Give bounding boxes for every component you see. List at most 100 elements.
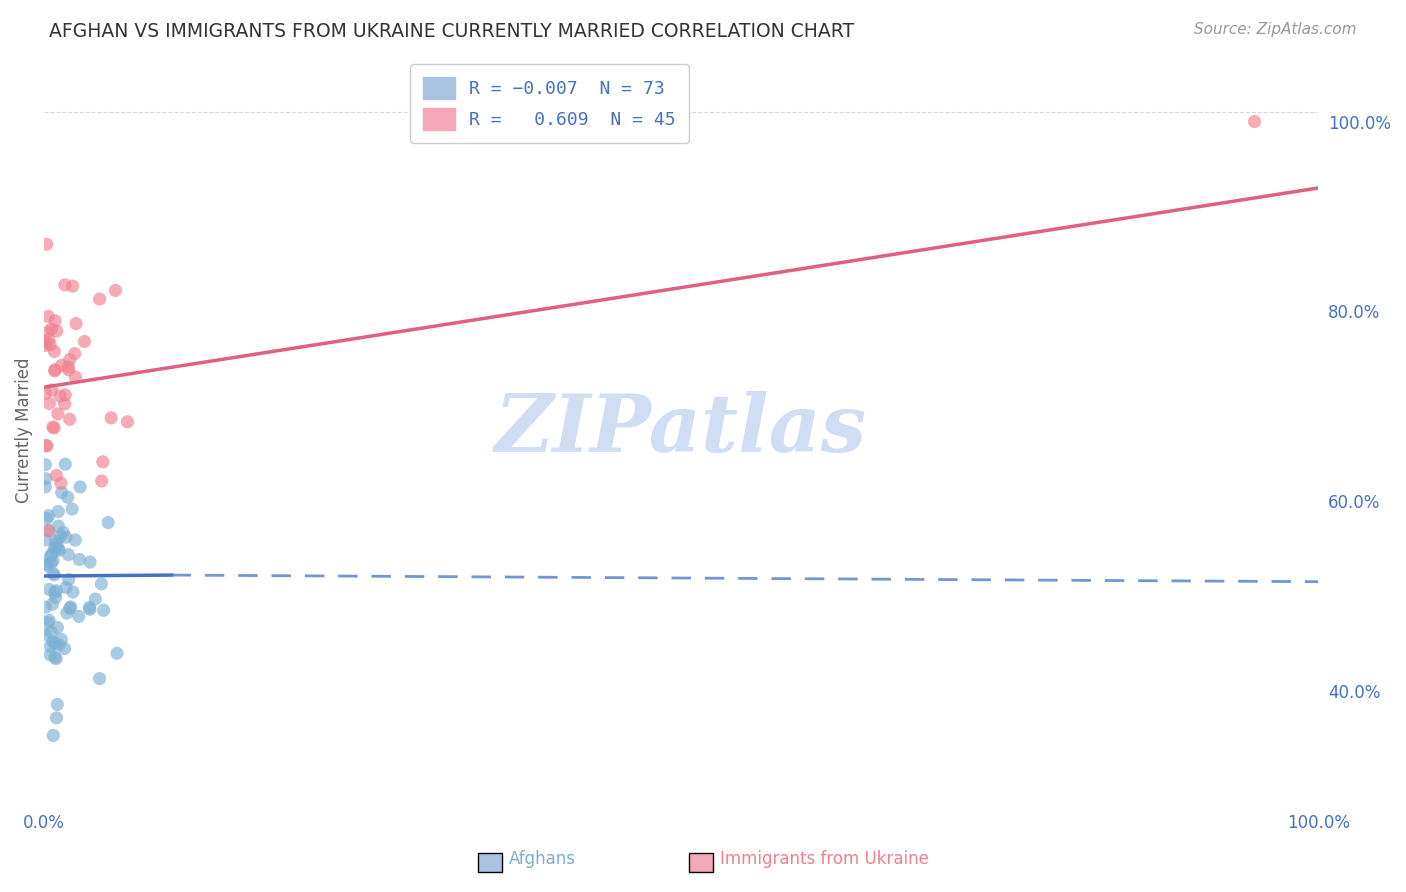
- Point: [60, 502, 83, 516]
- Point: [38, 524, 60, 538]
- Point: [48, 638, 70, 652]
- Point: [117, 415, 139, 429]
- Point: [45, 541, 67, 556]
- Point: [46, 541, 69, 556]
- Point: [84, 592, 107, 607]
- Text: AFGHAN VS IMMIGRANTS FROM UKRAINE CURRENTLY MARRIED CORRELATION CHART: AFGHAN VS IMMIGRANTS FROM UKRAINE CURREN…: [49, 22, 855, 41]
- Point: [37, 325, 59, 339]
- Point: [42, 420, 65, 434]
- Point: [35, 237, 58, 252]
- Point: [44, 636, 66, 650]
- Point: [55, 581, 77, 595]
- Point: [46, 620, 69, 634]
- Point: [38, 614, 60, 628]
- Point: [62, 279, 84, 293]
- Point: [1243, 114, 1265, 128]
- Point: [38, 582, 60, 597]
- Point: [59, 412, 82, 426]
- Point: [51, 485, 73, 500]
- Point: [44, 585, 66, 599]
- Point: [42, 728, 65, 742]
- Point: [73, 334, 96, 349]
- Point: [42, 554, 65, 568]
- Point: [51, 632, 73, 647]
- Point: [53, 388, 76, 402]
- Point: [42, 566, 65, 581]
- Point: [41, 597, 63, 611]
- Point: [90, 474, 112, 488]
- Legend: R = −0.007  N = 73, R =   0.609  N = 45: R = −0.007 N = 73, R = 0.609 N = 45: [411, 64, 689, 143]
- Point: [93, 603, 115, 617]
- Point: [35, 438, 58, 452]
- Point: [39, 337, 62, 351]
- Y-axis label: Currently Married: Currently Married: [15, 357, 32, 503]
- Point: [53, 397, 76, 411]
- Point: [35, 511, 58, 525]
- Point: [53, 457, 76, 471]
- Point: [46, 504, 69, 518]
- Point: [56, 490, 79, 504]
- Point: [45, 583, 67, 598]
- Point: [38, 508, 60, 523]
- Point: [34, 334, 56, 349]
- Point: [65, 370, 87, 384]
- Point: [89, 292, 111, 306]
- Point: [58, 359, 80, 374]
- Point: [51, 358, 73, 372]
- Point: [67, 609, 90, 624]
- Point: [42, 635, 65, 649]
- Point: [46, 698, 69, 712]
- Point: [44, 344, 66, 359]
- Point: [69, 480, 91, 494]
- Point: [44, 567, 66, 582]
- Point: [39, 640, 62, 654]
- Point: [46, 519, 69, 533]
- Point: [55, 530, 77, 544]
- Point: [91, 455, 114, 469]
- Point: [44, 541, 66, 556]
- Point: [58, 573, 80, 587]
- Point: [39, 556, 62, 570]
- Point: [34, 533, 56, 547]
- Point: [34, 338, 56, 352]
- Point: [44, 650, 66, 665]
- Point: [65, 533, 87, 547]
- Text: Afghans: Afghans: [509, 850, 576, 868]
- Point: [45, 534, 67, 549]
- Point: [35, 558, 58, 572]
- Point: [59, 352, 82, 367]
- Point: [35, 557, 58, 571]
- Point: [41, 322, 63, 336]
- Text: ZIPatlas: ZIPatlas: [495, 392, 868, 468]
- Point: [45, 591, 67, 605]
- Point: [34, 458, 56, 472]
- Point: [48, 543, 70, 558]
- Point: [45, 711, 67, 725]
- Point: [89, 672, 111, 686]
- Point: [46, 537, 69, 551]
- Point: [59, 601, 82, 615]
- Text: Source: ZipAtlas.com: Source: ZipAtlas.com: [1194, 22, 1357, 37]
- Point: [44, 362, 66, 376]
- Point: [44, 421, 66, 435]
- Point: [37, 310, 59, 324]
- Point: [45, 324, 67, 338]
- Point: [49, 476, 72, 491]
- Point: [58, 363, 80, 377]
- Point: [53, 641, 76, 656]
- Point: [39, 648, 62, 662]
- Point: [58, 548, 80, 562]
- Point: [49, 389, 72, 403]
- Point: [37, 523, 59, 537]
- Text: Immigrants from Ukraine: Immigrants from Ukraine: [720, 850, 929, 868]
- Point: [65, 317, 87, 331]
- Point: [45, 468, 67, 483]
- Point: [100, 410, 122, 425]
- Point: [97, 516, 120, 530]
- Point: [104, 284, 127, 298]
- Point: [35, 439, 58, 453]
- Point: [46, 407, 69, 421]
- Point: [37, 615, 59, 630]
- Point: [105, 646, 128, 660]
- Point: [45, 651, 67, 665]
